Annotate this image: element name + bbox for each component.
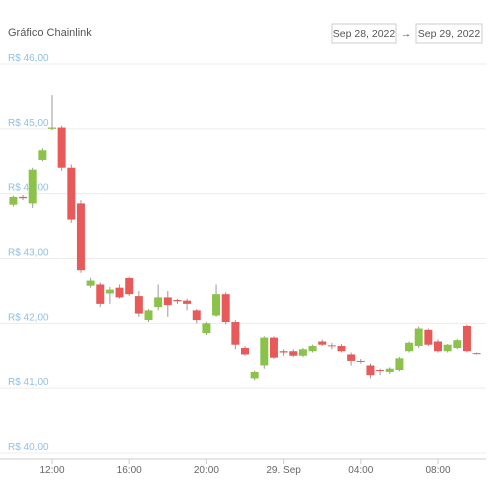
candle-body: [125, 277, 134, 295]
candle-body: [279, 351, 288, 353]
candle-body: [443, 344, 452, 352]
y-tick-label: R$ 44,00: [8, 183, 49, 194]
candle-body: [366, 365, 375, 376]
candle-body: [453, 340, 462, 348]
y-tick-label: R$ 41,00: [8, 377, 49, 388]
x-tick-label: 20:00: [194, 465, 219, 476]
date-input-frame[interactable]: [331, 23, 397, 44]
candle-body: [405, 342, 414, 352]
candle-body: [376, 370, 385, 372]
y-tick-label: R$ 43,00: [8, 248, 49, 259]
candle-body: [308, 346, 317, 352]
candle-body: [192, 310, 201, 321]
candle-body: [38, 150, 47, 160]
candle-body: [221, 294, 230, 323]
candle-body: [28, 169, 37, 204]
candle-body: [472, 353, 481, 355]
candle-body: [163, 297, 172, 306]
date-to[interactable]: Sep 29, 2022: [418, 28, 481, 40]
candle-body: [96, 284, 105, 304]
candle-body: [414, 328, 423, 347]
candle-body: [115, 287, 124, 298]
candle-body: [134, 296, 143, 314]
candle-body: [86, 280, 95, 286]
x-tick-label: 08:00: [425, 465, 450, 476]
candle-body: [183, 300, 192, 304]
candle-body: [434, 341, 442, 352]
candle-body: [250, 371, 259, 379]
x-tick-label: 12:00: [39, 465, 64, 476]
candle-body: [154, 297, 163, 308]
candle-body: [260, 337, 269, 366]
date-input-frame[interactable]: [415, 23, 483, 44]
y-tick-label: R$ 45,00: [8, 118, 49, 129]
candle-body: [19, 196, 28, 199]
y-tick-label: R$ 46,00: [8, 53, 49, 64]
candle-body: [173, 299, 182, 302]
y-tick-label: R$ 42,00: [8, 312, 49, 323]
candle-body: [347, 354, 356, 361]
x-tick-label: 16:00: [117, 465, 142, 476]
candle-body: [231, 322, 240, 345]
candle-body: [212, 294, 221, 316]
candle-body: [395, 358, 404, 371]
candle-body: [105, 289, 114, 294]
candle-body: [337, 346, 346, 352]
candle-body: [9, 196, 18, 205]
candle-body: [144, 310, 153, 321]
candle-body: [57, 127, 66, 168]
candle-body: [327, 345, 336, 347]
candle-body: [241, 347, 249, 355]
candle-body: [298, 349, 307, 356]
candle-body: [202, 323, 211, 334]
candle-body: [356, 360, 365, 362]
date-arrow: →: [401, 28, 412, 40]
candle-body: [385, 368, 394, 372]
candle-body: [76, 203, 85, 271]
date-from[interactable]: Sep 28, 2022: [333, 28, 396, 40]
candle-body: [48, 127, 56, 129]
candle-body: [424, 329, 433, 345]
candle-body: [462, 325, 471, 352]
candle-body: [67, 167, 76, 220]
x-tick-label: 04:00: [348, 465, 373, 476]
candle-body: [318, 341, 327, 345]
y-tick-label: R$ 40,00: [8, 442, 49, 453]
x-tick-label: 29. Sep: [266, 465, 301, 476]
candle-body: [289, 351, 298, 356]
chart-title: Gráfico Chainlink: [8, 27, 92, 39]
candle-body: [269, 337, 278, 358]
